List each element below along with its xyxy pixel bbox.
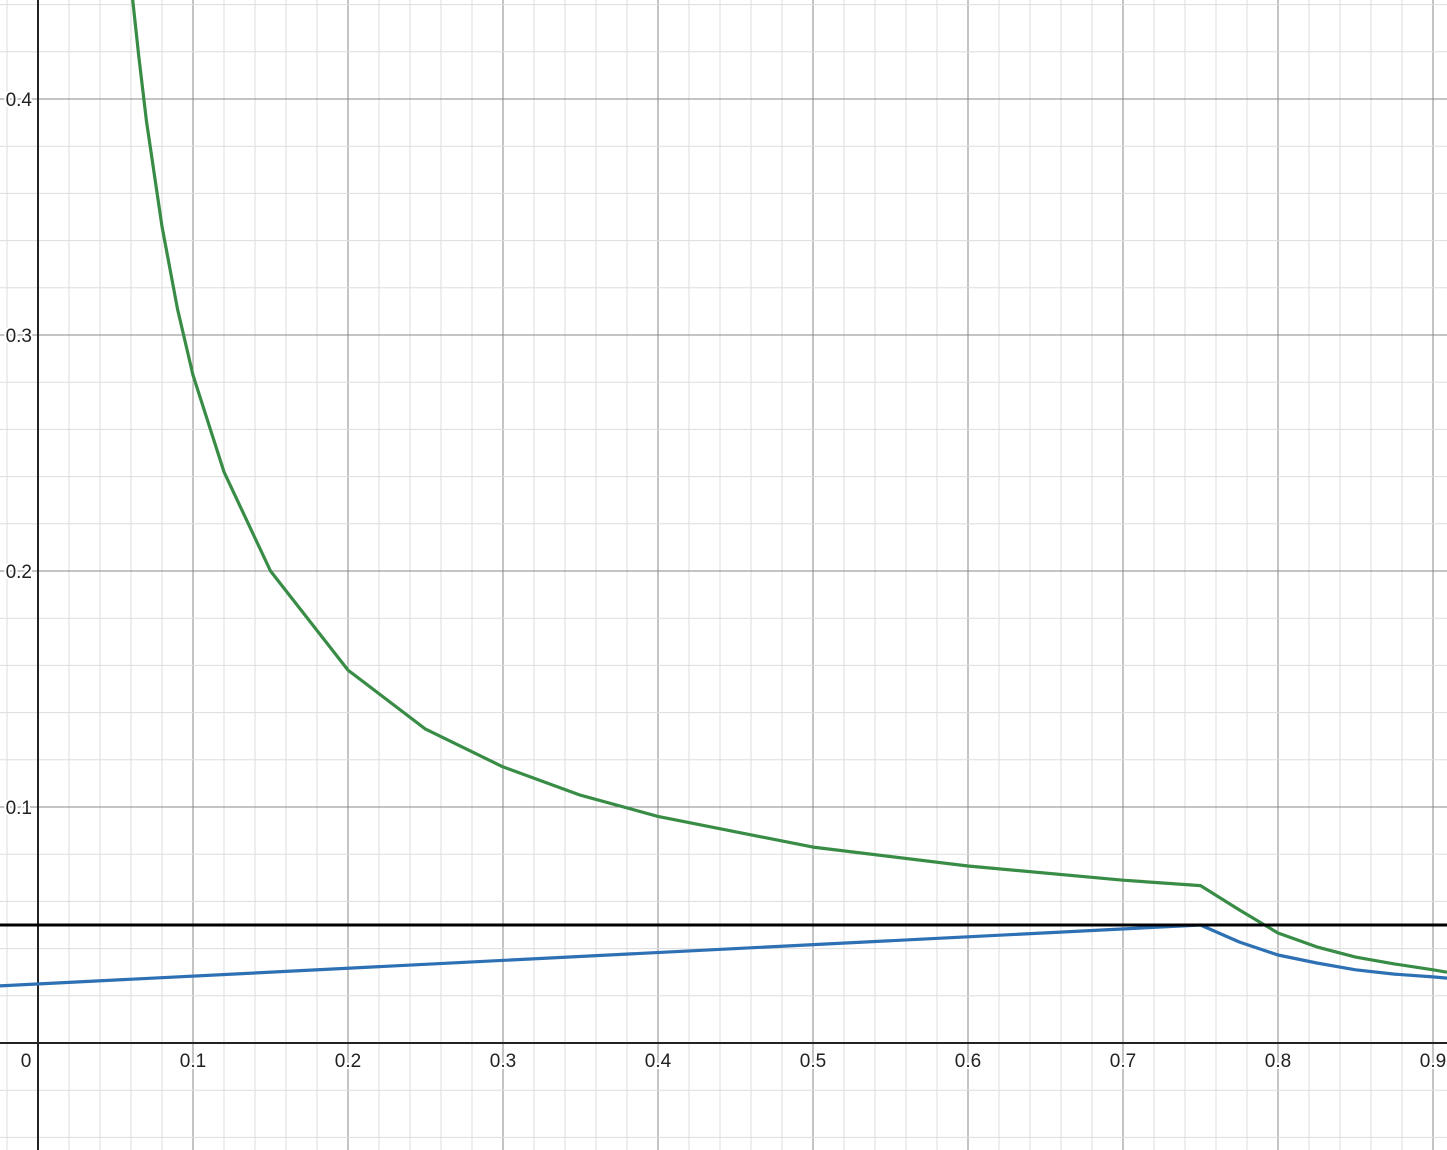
green-curve[interactable] <box>131 0 1447 974</box>
x-tick-label: 0.6 <box>955 1051 981 1072</box>
x-tick-label: 0.1 <box>180 1051 206 1072</box>
curves <box>0 0 1447 988</box>
y-tick-label: 0.2 <box>6 562 32 583</box>
tick-labels: 0 0.1 0.2 0.3 0.4 0.5 0.6 0.7 0.8 0.9 0.1 0.2 0.3 0.4 <box>4 88 1447 1074</box>
x-tick-label: 0.7 <box>1110 1051 1136 1072</box>
x-tick-label: 0.9 <box>1420 1051 1446 1072</box>
y-tick-label: 0.3 <box>6 326 32 347</box>
y-tick-label: 0.1 <box>6 798 32 819</box>
x-tick-label: 0.3 <box>490 1051 516 1072</box>
y-tick-label: 0.4 <box>6 90 33 111</box>
x-tick-label: 0 <box>21 1051 32 1072</box>
x-tick-label: 0.2 <box>335 1051 361 1072</box>
x-tick-label: 0.8 <box>1265 1051 1291 1072</box>
x-tick-label: 0.4 <box>645 1051 672 1072</box>
blue-curve[interactable] <box>0 923 1447 988</box>
x-tick-label: 0.5 <box>800 1051 826 1072</box>
